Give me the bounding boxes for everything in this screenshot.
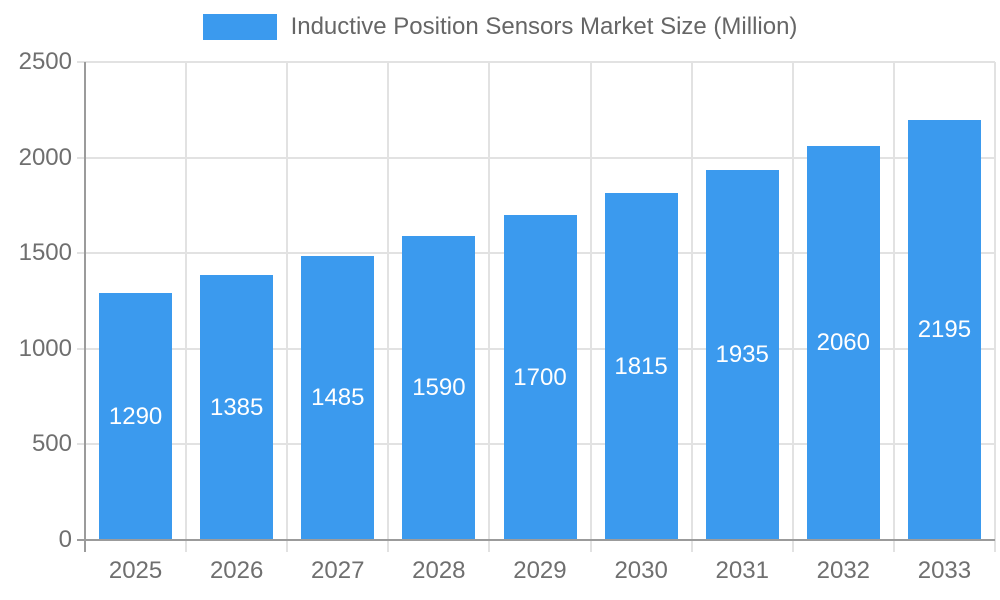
x-axis-tick: [488, 540, 490, 552]
bar-2029[interactable]: 1700: [503, 215, 577, 540]
bar-2025[interactable]: 1290: [99, 293, 173, 540]
x-axis-tick: [590, 540, 592, 552]
y-axis-tick: [77, 157, 85, 159]
x-axis-label-2033: 2033: [917, 557, 972, 584]
x-axis-tick: [185, 540, 187, 552]
gridline-horizontal: [85, 157, 995, 159]
x-axis-line: [77, 539, 995, 541]
gridline-vertical: [691, 62, 693, 540]
bar-value-label: 1590: [412, 374, 466, 401]
bar-2033[interactable]: 2195: [907, 120, 981, 540]
gridline-vertical: [994, 62, 996, 540]
x-axis-label-2031: 2031: [715, 557, 769, 584]
y-axis-line: [84, 62, 86, 552]
bar-value-label: 1290: [108, 402, 163, 430]
bar-2026[interactable]: 1385: [200, 275, 274, 540]
bar-value-label: 1815: [614, 352, 668, 380]
bar-2032[interactable]: 2060: [806, 146, 880, 540]
bar-value-label: 2060: [816, 329, 870, 357]
bar-value-label: 1385: [209, 393, 264, 421]
x-axis-label-2026: 2026: [209, 557, 264, 584]
y-axis-label: 1500: [18, 239, 72, 266]
bar-2030[interactable]: 1815: [604, 193, 678, 540]
y-axis-label: 1000: [18, 335, 72, 362]
y-axis-label: 2000: [18, 144, 72, 171]
bar-value-label: 1935: [715, 341, 769, 368]
y-axis-tick: [77, 252, 85, 254]
x-axis-tick: [893, 540, 895, 552]
bar-2031[interactable]: 1935: [705, 170, 779, 540]
gridline-vertical: [185, 62, 187, 540]
y-axis-label: 500: [31, 430, 72, 457]
x-axis-tick: [286, 540, 288, 552]
bar-value-label: 1700: [513, 363, 567, 391]
x-axis-tick: [387, 540, 389, 552]
y-axis-label: 2500: [18, 48, 72, 75]
bar-value-label: 2195: [917, 316, 972, 344]
x-axis-tick: [792, 540, 794, 552]
y-axis-tick: [77, 61, 85, 63]
gridline-vertical: [387, 62, 389, 540]
bar-value-label: 1485: [311, 384, 365, 412]
gridline-vertical: [286, 62, 288, 540]
legend[interactable]: Inductive Position Sensors Market Size (…: [0, 14, 1000, 40]
gridline-vertical: [893, 62, 895, 540]
bar-2028[interactable]: 1590: [402, 236, 476, 540]
bar-2027[interactable]: 1485: [301, 256, 375, 540]
gridline-vertical: [488, 62, 490, 540]
x-axis-tick: [994, 540, 996, 552]
x-axis-label-2028: 2028: [412, 557, 466, 584]
legend-swatch: [202, 14, 277, 40]
x-axis-label-2032: 2032: [816, 557, 871, 584]
x-axis-label-2030: 2030: [614, 557, 668, 584]
x-axis-label-2029: 2029: [513, 557, 567, 584]
x-axis-tick: [691, 540, 693, 552]
y-axis-tick: [77, 443, 85, 445]
y-axis-label: 0: [58, 526, 72, 553]
x-axis-label-2027: 2027: [311, 557, 365, 584]
gridline-vertical: [792, 62, 794, 540]
y-axis-tick: [77, 348, 85, 350]
gridline-horizontal: [85, 61, 995, 63]
legend-label: Inductive Position Sensors Market Size (…: [290, 13, 798, 40]
gridline-vertical: [590, 62, 592, 540]
x-axis-label-2025: 2025: [108, 557, 163, 584]
